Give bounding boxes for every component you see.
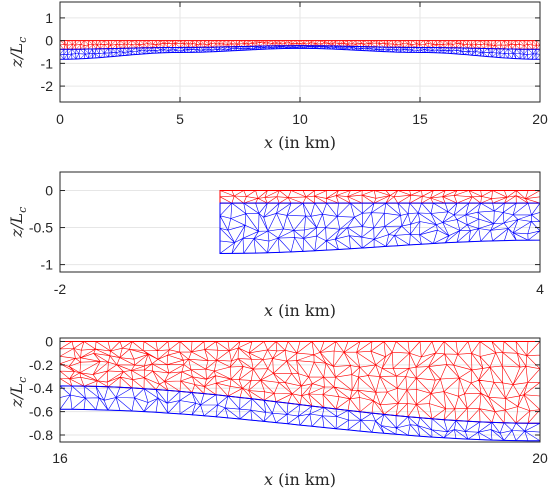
x-axis-label: x (in km) bbox=[264, 133, 336, 152]
y-tick-label: -0.4 bbox=[29, 380, 53, 396]
mesh-outline bbox=[60, 385, 540, 442]
x-axis-label: x (in km) bbox=[264, 470, 336, 489]
x-tick-label: 15 bbox=[412, 111, 428, 127]
x-tick-label: 4 bbox=[536, 281, 544, 297]
y-tick-label: -0.6 bbox=[29, 404, 53, 420]
y-tick-label: -0.5 bbox=[29, 220, 53, 236]
y-axis-label: z/Lc bbox=[7, 37, 29, 69]
y-tick-label: -1 bbox=[41, 55, 54, 71]
x-tick-label: 16 bbox=[52, 450, 68, 466]
x-tick-label: 20 bbox=[532, 450, 548, 466]
y-tick-label: -2 bbox=[41, 78, 54, 94]
x-tick-label: -2 bbox=[54, 281, 67, 297]
x-tick-label: 20 bbox=[532, 111, 548, 127]
y-tick-label: 0 bbox=[45, 334, 53, 350]
y-axis-label: z/Lc bbox=[7, 377, 29, 409]
mesh-triangles bbox=[219, 190, 540, 204]
mesh-series-red bbox=[219, 190, 540, 204]
y-axis-label: z/Lc bbox=[7, 207, 29, 239]
axes-box bbox=[59, 337, 541, 443]
panel-bottom: 16 20 0 -0.2 -0.4 -0.6 -0.8 x (in km) z/Lc bbox=[7, 334, 548, 489]
mesh-outline bbox=[219, 202, 540, 255]
y-tick-label: -0.2 bbox=[29, 357, 53, 373]
y-tick-label: -0.8 bbox=[29, 427, 53, 443]
grid bbox=[59, 172, 541, 272]
x-tick-label: 5 bbox=[176, 111, 184, 127]
panel-middle: -2 4 0 -0.5 -1 x (in km) z/Lc bbox=[7, 171, 544, 320]
mesh-outline bbox=[60, 45, 540, 60]
x-tick-label: 0 bbox=[56, 111, 64, 127]
mesh-triangles bbox=[60, 385, 540, 442]
mesh-triangles bbox=[219, 202, 540, 254]
x-axis-label: x (in km) bbox=[264, 301, 336, 320]
mesh-series-blue bbox=[219, 202, 540, 255]
mesh-series-blue bbox=[60, 385, 540, 442]
mesh-series-blue bbox=[60, 45, 540, 60]
y-tick-label: 1 bbox=[45, 10, 53, 26]
x-tick-label: 10 bbox=[292, 111, 308, 127]
y-tick-label: 0 bbox=[45, 33, 53, 49]
axes-box bbox=[59, 171, 541, 273]
y-tick-label: 0 bbox=[45, 183, 53, 199]
y-tick-label: -1 bbox=[41, 257, 54, 273]
